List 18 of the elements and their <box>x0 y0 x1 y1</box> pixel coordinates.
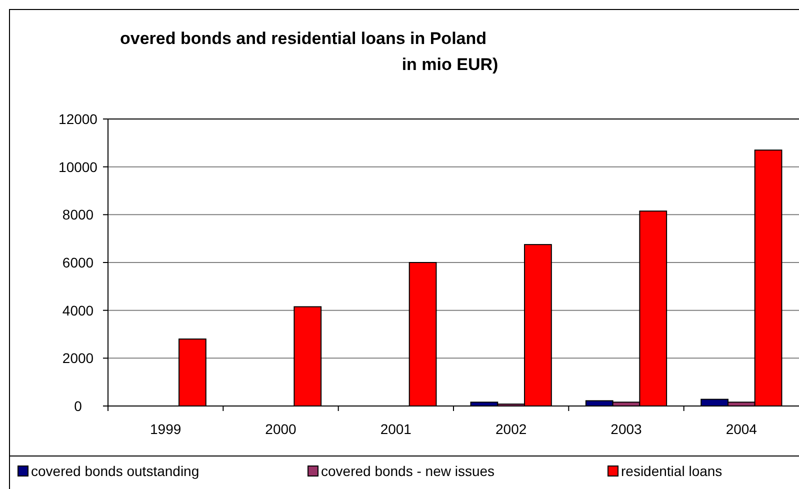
y-tick-label: 4000 <box>62 302 94 318</box>
legend-label: covered bonds outstanding <box>31 463 200 479</box>
legend-label: residential loans <box>621 463 722 479</box>
x-tick-label: 2002 <box>496 421 527 437</box>
y-tick-label: 2000 <box>62 350 94 366</box>
x-tick-label: 2001 <box>380 421 412 437</box>
x-tick-label: 2004 <box>726 421 758 437</box>
x-tick-label: 2000 <box>265 421 297 437</box>
y-tick-label: 0 <box>74 398 82 414</box>
y-tick-label: 12000 <box>58 111 98 127</box>
y-tick-label: 6000 <box>62 254 94 270</box>
chart-title: overed bonds and residential loans in Poland <box>120 29 487 48</box>
y-tick-label: 10000 <box>58 158 98 175</box>
y-tick-label: 8000 <box>62 206 94 223</box>
x-tick-label: 2003 <box>610 421 642 437</box>
legend-label: covered bonds - new issues <box>321 463 495 479</box>
chart-subtitle: in mio EUR) <box>402 55 498 74</box>
x-tick-label: 1999 <box>150 421 182 437</box>
